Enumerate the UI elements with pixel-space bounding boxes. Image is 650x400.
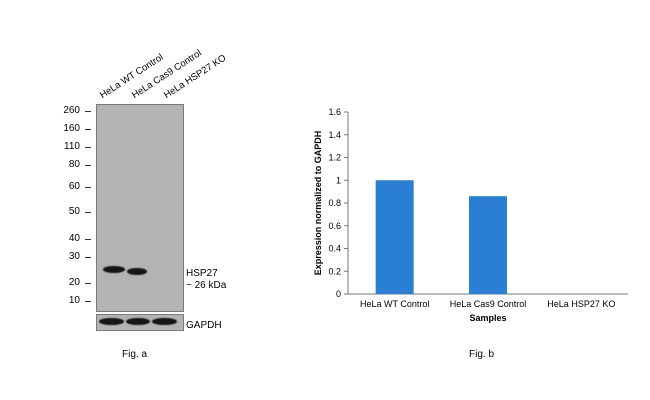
mw-marker-80: 80 [68,159,80,170]
mw-marker-60: 60 [68,181,80,192]
y-tick-label: 0 [336,289,341,299]
gapdh-band-cas9 [126,318,150,325]
y-tick-label: 1.6 [328,107,341,117]
mw-marker-30: 30 [68,251,80,262]
mw-tick-50 [85,212,91,213]
fig-b-caption: Fig. b [469,349,495,360]
bar-series [375,180,507,294]
y-tick-label: 0.2 [328,266,341,276]
y-tick-label: 1 [336,175,341,185]
gapdh-band-wt [99,318,124,325]
x-category-label: HeLa WT Control [360,299,429,309]
mw-marker-50: 50 [68,206,80,217]
hsp27-band-wt [103,266,125,273]
mw-marker-10: 10 [68,295,80,306]
mw-tick-260 [85,111,91,112]
mw-tick-20 [85,283,91,284]
bar-chart: 00.20.40.60.811.21.41.6 HeLa WT Control H… [313,107,628,323]
y-tick-label: 1.2 [328,153,341,163]
x-category-label: HeLa Cas9 Control [450,299,527,309]
mw-tick-80 [85,165,91,166]
mw-tick-10 [85,301,91,302]
mw-tick-60 [85,187,91,188]
x-category-label: HeLa HSP27 KO [547,299,615,309]
mw-tick-160 [85,129,91,130]
y-axis-ticks: 0 0.2 0.4 0.6 0.8 1 1.2 1.4 1.6 [328,107,348,299]
fig-a-caption: Fig. a [122,349,148,360]
hsp27-size-label: ~ 26 kDa [186,280,227,291]
main-blot [96,104,184,312]
mw-marker-160: 160 [63,123,80,134]
y-tick-label: 0.6 [328,221,341,231]
gapdh-label: GAPDH [186,320,222,331]
y-tick-label: 0.8 [328,198,341,208]
bar-1 [469,196,507,294]
mw-tick-30 [85,257,91,258]
mw-tick-110 [85,147,91,148]
hsp27-label: HSP27 [186,268,218,279]
hsp27-band-cas9 [127,268,147,275]
mw-marker-20: 20 [68,277,80,288]
y-tick-label: 0.4 [328,244,341,254]
bar-0 [375,180,414,294]
mw-marker-110: 110 [64,141,80,152]
mw-marker-260: 260 [63,105,80,116]
mw-marker-40: 40 [68,233,80,244]
mw-tick-40 [85,239,91,240]
x-axis-title: Samples [469,313,506,323]
x-axis-categories: HeLa WT Control HeLa Cas9 Control HeLa HSP… [360,299,615,309]
gapdh-band-ko [152,318,177,325]
y-axis-title: Expression normalized to GAPDH [313,131,323,276]
y-tick-label: 1.4 [328,130,341,140]
